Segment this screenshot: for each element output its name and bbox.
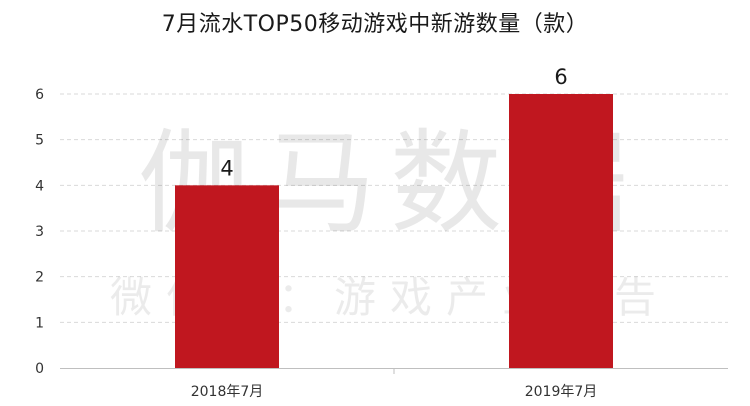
y-tick-label: 0 (35, 361, 44, 377)
x-tick-label: 2019年7月 (525, 384, 598, 400)
x-tick-label: 2018年7月 (191, 384, 264, 400)
y-tick-label: 2 (35, 270, 44, 286)
chart-title: 7月流水TOP50移动游戏中新游数量（款） (161, 12, 589, 37)
data-labels: 46 (220, 65, 567, 180)
y-tick-label: 6 (35, 87, 44, 103)
y-tick-label: 4 (35, 178, 44, 194)
bar (509, 94, 613, 368)
y-tick-label: 3 (35, 224, 44, 240)
data-label: 4 (220, 156, 233, 180)
y-tick-label: 5 (35, 133, 44, 149)
y-axis-tick-labels: 0 1 2 3 4 5 6 (35, 87, 44, 377)
bars (175, 94, 613, 368)
bar (175, 185, 279, 368)
gridlines (60, 93, 728, 323)
data-label: 6 (554, 65, 567, 89)
x-axis-tick-labels: 2018年7月 2019年7月 (191, 368, 598, 400)
y-tick-label: 1 (35, 315, 44, 331)
